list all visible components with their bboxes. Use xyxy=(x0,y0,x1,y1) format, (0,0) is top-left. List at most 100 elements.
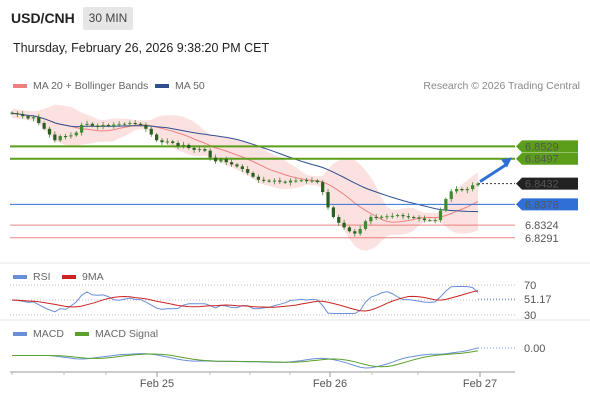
candle xyxy=(112,122,116,129)
candle-body xyxy=(117,124,121,126)
timeframe-badge[interactable]: 30 MIN xyxy=(83,7,133,30)
trend-arrow xyxy=(479,163,507,183)
candle-body xyxy=(251,172,255,177)
candle xyxy=(160,137,164,146)
time-tick-label: Feb 27 xyxy=(463,378,497,390)
candle xyxy=(224,156,228,166)
candle-body xyxy=(406,216,410,218)
candle-body xyxy=(465,189,469,191)
candle xyxy=(438,207,443,223)
timestamp: Thursday, February 26, 2026 9:38:20 PM C… xyxy=(13,41,270,55)
candle-body xyxy=(187,144,191,148)
candle-body xyxy=(106,124,111,126)
candle xyxy=(444,197,448,213)
candle xyxy=(401,212,405,220)
macd-signal-swatch xyxy=(75,332,89,336)
candle xyxy=(63,133,68,140)
candle-body xyxy=(363,221,368,229)
candle xyxy=(471,182,475,192)
candle-body xyxy=(428,220,432,222)
rsi-legend: RSI xyxy=(33,271,51,283)
candle-body xyxy=(112,124,116,126)
candle xyxy=(294,177,298,183)
macd-value: 0.00 xyxy=(524,343,545,355)
candle-body xyxy=(310,180,314,182)
candle-body xyxy=(53,134,57,141)
candle xyxy=(412,215,416,219)
ma50-swatch xyxy=(155,84,169,88)
price-label-text: 6.8432 xyxy=(525,179,559,191)
candle-body xyxy=(31,117,36,119)
candle-body xyxy=(101,124,105,127)
rsi-swatch xyxy=(13,275,27,279)
candle xyxy=(58,134,62,142)
candle xyxy=(326,189,330,210)
candle-body xyxy=(460,189,464,191)
candle xyxy=(106,123,111,128)
candle xyxy=(417,215,421,222)
candle xyxy=(433,217,437,224)
candle xyxy=(197,146,202,153)
candle xyxy=(310,177,314,183)
candle xyxy=(449,189,453,203)
candle-body xyxy=(85,123,89,125)
price-label-text: 6.8529 xyxy=(525,141,559,153)
candle-body xyxy=(438,210,443,221)
macd-signal-line xyxy=(12,350,479,368)
price-label-current: 6.8432 xyxy=(516,177,578,191)
candle xyxy=(85,120,89,128)
candle-body xyxy=(176,142,180,147)
candle xyxy=(47,126,52,138)
price-label-bg xyxy=(516,152,578,165)
candle-body xyxy=(58,136,62,141)
candle xyxy=(342,219,346,230)
candle xyxy=(208,148,212,161)
candle-body xyxy=(63,136,68,138)
chart-header: USD/CNH 30 MIN xyxy=(0,0,590,36)
rsi-value: 51.17 xyxy=(524,294,552,306)
candle-body xyxy=(294,180,298,182)
candle-body xyxy=(37,117,41,124)
candle xyxy=(422,215,427,223)
candle-body xyxy=(299,180,303,182)
research-credit: Research © 2026 Trading Central xyxy=(423,80,580,92)
candle xyxy=(331,205,335,219)
candle-body xyxy=(321,182,325,193)
candle xyxy=(165,138,169,145)
candle-body xyxy=(412,217,416,219)
candle-body xyxy=(149,128,153,135)
candle xyxy=(74,131,78,137)
price-label-bg xyxy=(516,140,578,153)
symbol-title: USD/CNH xyxy=(11,10,75,26)
candle-body xyxy=(471,185,475,190)
candle xyxy=(230,159,234,167)
ma20-legend: MA 20 + Bollinger Bands xyxy=(33,80,149,92)
candle xyxy=(299,178,303,183)
candle-body xyxy=(15,113,19,115)
candle-body xyxy=(454,189,459,192)
candle-body xyxy=(122,123,127,125)
candle-body xyxy=(47,128,52,135)
candle xyxy=(347,225,352,233)
price-label-bg xyxy=(516,177,578,190)
candle xyxy=(379,215,384,220)
candle xyxy=(96,123,100,130)
candle-body xyxy=(96,125,100,127)
candle-body xyxy=(165,141,169,143)
ma20-swatch xyxy=(13,84,27,88)
ma50-line xyxy=(11,112,479,213)
candle xyxy=(53,131,57,143)
candle-body xyxy=(80,124,84,133)
candle xyxy=(15,111,19,118)
macd-swatch xyxy=(13,332,27,336)
candle-body xyxy=(181,144,186,147)
candle xyxy=(133,119,137,127)
candle-body xyxy=(240,166,244,170)
price-label-text: 6.8497 xyxy=(525,154,559,166)
macd-signal-legend: MACD Signal xyxy=(95,328,159,340)
price-label-pivot: 6.8378 xyxy=(516,198,578,211)
candle xyxy=(187,143,191,150)
candle xyxy=(149,125,153,137)
candle-body xyxy=(449,191,453,199)
candle-body xyxy=(155,134,159,141)
